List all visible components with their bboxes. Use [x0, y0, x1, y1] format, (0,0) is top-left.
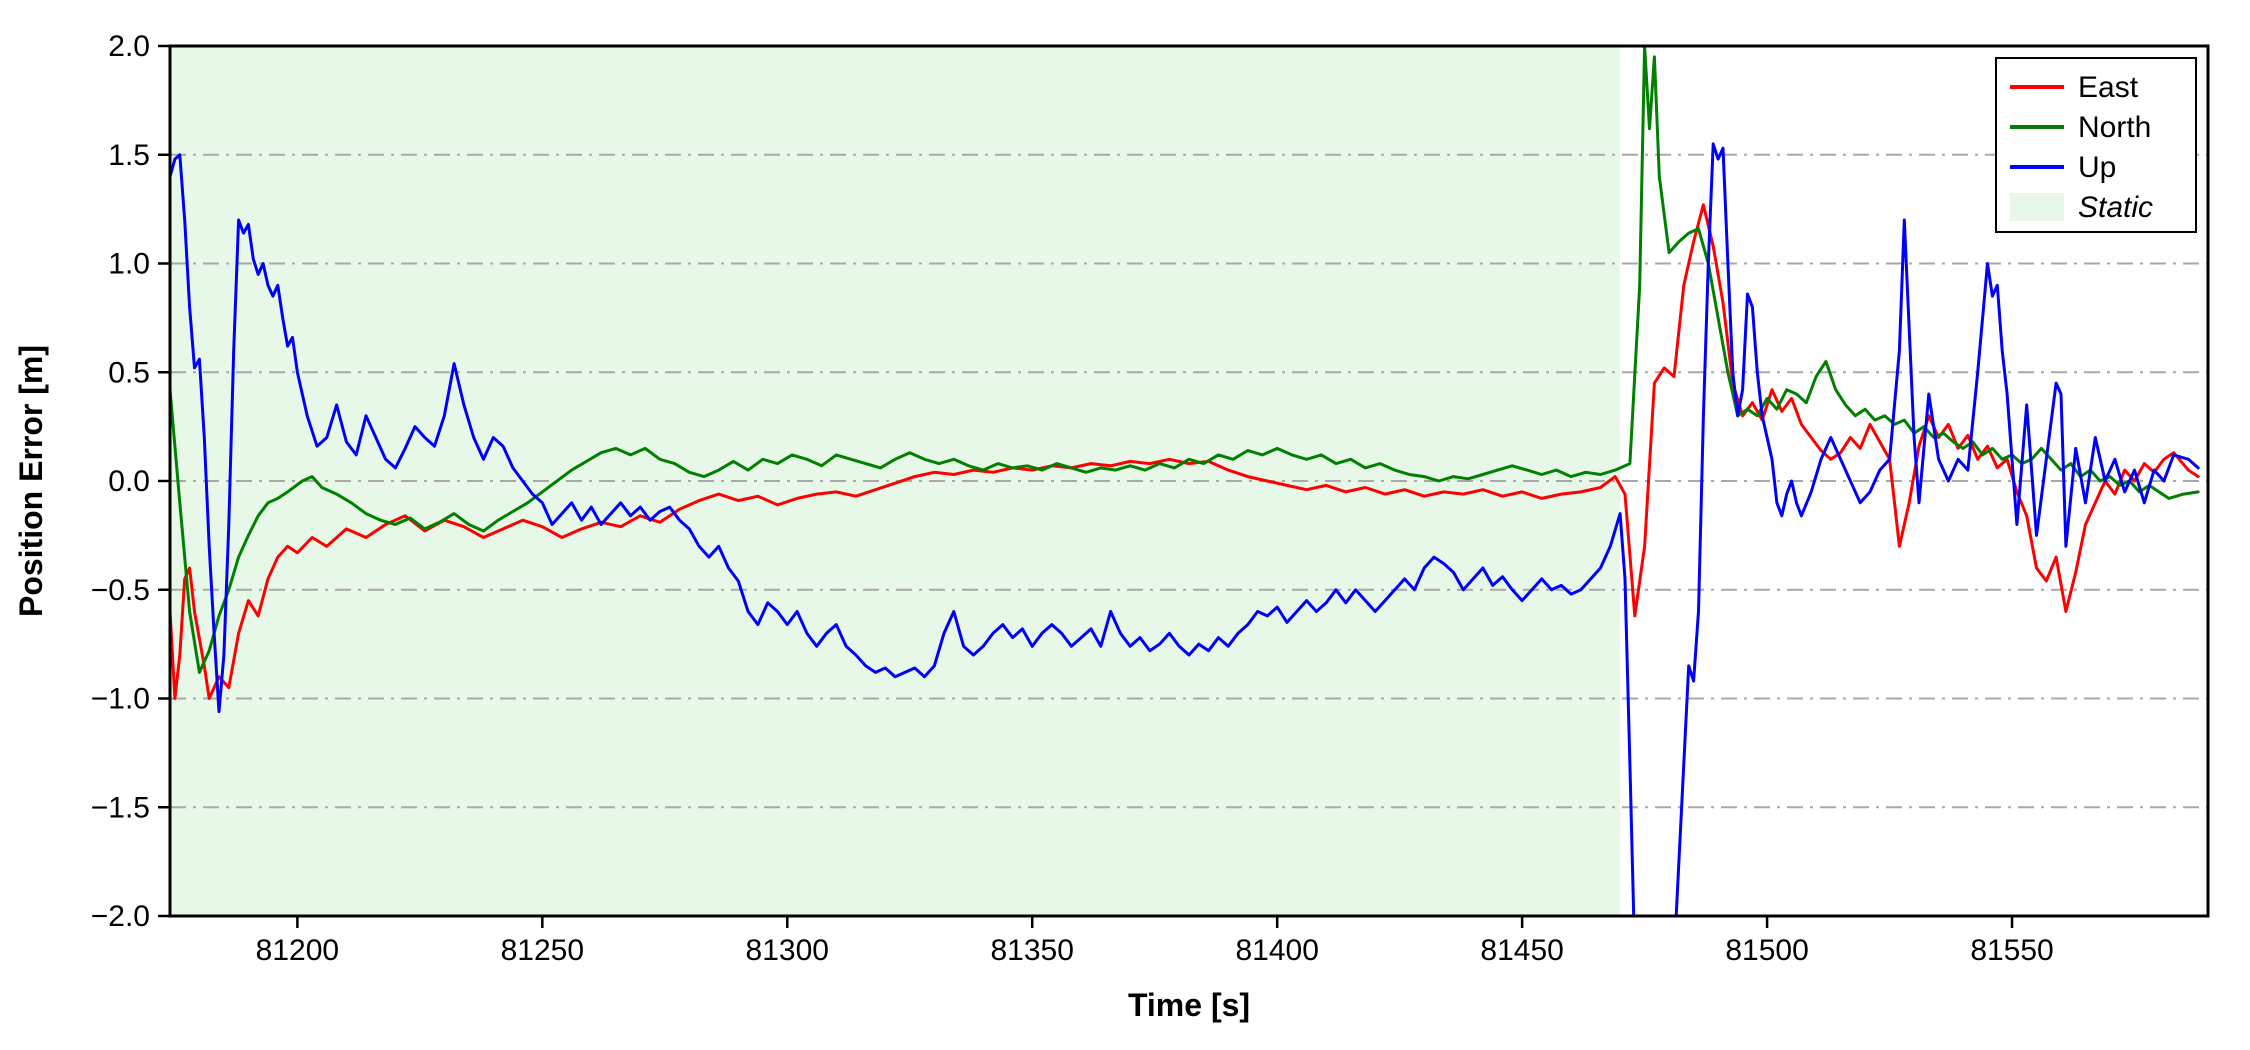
legend-label-north: North: [2078, 111, 2151, 144]
tick-label-layer: 81200 81250 81300 81350 81400 81450 81500 81550…: [91, 30, 2054, 967]
legend-swatch-static: [2010, 193, 2064, 221]
x-tick-label: 81300: [746, 934, 829, 967]
legend-item-up: Up: [2010, 151, 2116, 184]
x-tick-label: 81250: [501, 934, 584, 967]
y-tick-label: 0.5: [108, 356, 150, 389]
gridline-layer: [170, 153, 2208, 809]
series-layer: [170, 46, 2200, 916]
x-tick-label: 81500: [1725, 934, 1808, 967]
x-tick-label: 81450: [1480, 934, 1563, 967]
y-tick-label: 0.0: [108, 465, 150, 498]
series-up-line: [170, 142, 2200, 916]
y-tick-label: −2.0: [91, 900, 150, 933]
y-tick-label: −1.0: [91, 683, 150, 716]
legend-label-static: Static: [2078, 191, 2153, 224]
x-tick-label: 81200: [256, 934, 339, 967]
tick-layer: [158, 44, 2014, 928]
series-north-line: [170, 46, 2200, 674]
legend-label-up: Up: [2078, 151, 2116, 184]
x-tick-label: 81550: [1970, 934, 2053, 967]
legend-label-east: East: [2078, 71, 2139, 104]
y-tick-label: 1.0: [108, 248, 150, 281]
y-tick-label: −1.5: [91, 791, 150, 824]
y-tick-label: 1.5: [108, 139, 150, 172]
legend-item-east: East: [2010, 71, 2139, 104]
x-tick-label: 81400: [1235, 934, 1318, 967]
y-tick-label: −0.5: [91, 574, 150, 607]
legend: East North Up Static: [1995, 57, 2197, 233]
x-axis-label: Time [s]: [1128, 987, 1250, 1023]
y-tick-label: 2.0: [108, 30, 150, 63]
y-axis-label: Position Error [m]: [13, 345, 49, 617]
legend-item-north: North: [2010, 111, 2151, 144]
legend-item-static: Static: [2010, 191, 2153, 224]
x-tick-label: 81350: [991, 934, 1074, 967]
